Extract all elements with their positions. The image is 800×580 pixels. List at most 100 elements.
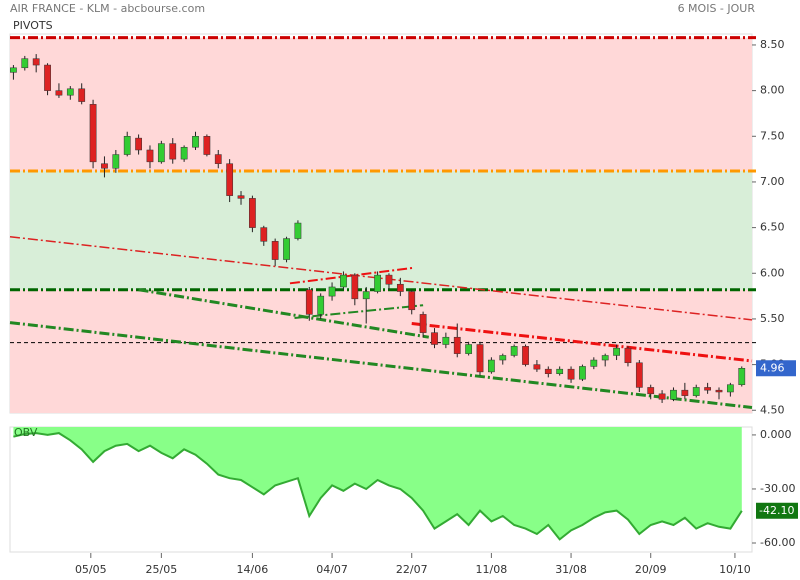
candle-body — [317, 295, 325, 315]
candle-body — [157, 143, 165, 163]
candle-body — [556, 368, 564, 374]
candle-body — [294, 222, 302, 239]
candle-body — [283, 238, 290, 260]
chart-title: AIR FRANCE - KLM - abcbourse.com — [10, 2, 205, 15]
trend-line — [294, 304, 424, 320]
candle-body — [567, 368, 575, 380]
x-tick-label: 31/08 — [555, 563, 587, 576]
candle-body — [237, 195, 245, 199]
plots: 8.508.007.507.006.506.005.505.004.504.96… — [9, 33, 798, 576]
trend-line — [9, 235, 753, 321]
candle-body — [44, 64, 51, 91]
candle-body — [635, 362, 643, 388]
obv-area — [13, 427, 742, 540]
candle-body — [419, 314, 427, 333]
candle-body — [601, 355, 609, 361]
candle-body — [260, 227, 268, 242]
candle-body — [408, 291, 416, 311]
candle-body — [613, 347, 620, 356]
y-tick-label: 0.000 — [760, 428, 792, 441]
y-tick-label: 5.50 — [760, 312, 785, 325]
candle-body — [442, 336, 450, 345]
candle-body — [271, 241, 279, 260]
candle-body — [146, 149, 154, 163]
candle-body — [396, 283, 404, 292]
x-tick-label: 14/06 — [237, 563, 269, 576]
candle-body — [670, 389, 677, 400]
y-tick-label: -30.00 — [760, 482, 795, 495]
candle-body — [180, 146, 188, 160]
candle-body — [624, 347, 632, 364]
candle-body — [510, 346, 518, 356]
trend-line — [138, 288, 430, 339]
candle-body — [715, 389, 723, 393]
candle-body — [579, 366, 586, 380]
candle-body — [123, 136, 131, 155]
candle-body — [101, 163, 108, 169]
candle-body — [681, 389, 689, 396]
candle-body — [692, 387, 700, 396]
last-price-label: 4.96 — [760, 361, 785, 374]
candle-body — [362, 291, 370, 300]
candle-body — [488, 359, 495, 373]
y-tick-label: 7.50 — [760, 129, 785, 142]
pivot-zone — [10, 170, 752, 290]
trend-line — [9, 321, 753, 410]
pivot-zone — [10, 37, 752, 171]
y-tick-label: 6.00 — [760, 266, 785, 279]
candle-body — [453, 336, 461, 354]
x-tick-label: 10/10 — [719, 563, 751, 576]
candle-body — [738, 368, 746, 385]
candle-body — [305, 289, 313, 315]
candle-body — [340, 274, 347, 288]
last-obv-label: -42.10 — [759, 504, 794, 517]
y-tick-label: -60.00 — [760, 536, 795, 549]
candle-body — [658, 393, 666, 400]
candle-body — [328, 286, 336, 297]
x-tick-label: 04/07 — [316, 563, 348, 576]
candle-body — [21, 58, 29, 69]
candle-body — [726, 384, 734, 393]
last-obv-box — [756, 502, 798, 519]
y-tick-label: 8.50 — [760, 38, 785, 51]
x-tick-label: 20/09 — [635, 563, 667, 576]
candle-body — [499, 355, 507, 361]
candle-body — [203, 136, 211, 155]
candle-body — [249, 198, 256, 228]
candle-body — [704, 387, 711, 391]
candle-body — [10, 67, 17, 73]
candle-body — [192, 136, 199, 148]
period: 6 MOIS - JOUR — [678, 2, 756, 15]
candle-body — [78, 88, 86, 102]
candle-body — [385, 274, 393, 285]
x-tick-label: 22/07 — [396, 563, 428, 576]
obv-title: OBV — [14, 426, 38, 439]
candle-body — [465, 344, 473, 354]
candle-body — [214, 154, 222, 164]
y-tick-label: 6.50 — [760, 221, 785, 234]
last-price-box — [756, 360, 796, 377]
candle-body — [55, 90, 63, 96]
candle-body — [590, 359, 598, 367]
candle-body — [374, 274, 381, 292]
candle-body — [32, 58, 40, 66]
candle-body — [66, 88, 74, 96]
x-tick-label: 05/05 — [75, 563, 107, 576]
candle-body — [522, 346, 529, 365]
candle-body — [112, 154, 120, 169]
candle-body — [169, 143, 177, 160]
y-tick-label: 7.00 — [760, 175, 785, 188]
candle-body — [544, 368, 552, 374]
candle-body — [226, 163, 234, 196]
candle-body — [476, 344, 484, 373]
legend: PIVOTS — [13, 19, 53, 32]
candle-body — [351, 274, 359, 300]
candle-body — [89, 104, 97, 163]
candle-body — [135, 137, 142, 151]
x-tick-label: 25/05 — [146, 563, 178, 576]
candle-body — [533, 364, 541, 370]
candle-body — [647, 387, 655, 395]
y-tick-label: 8.00 — [760, 84, 785, 97]
x-tick-label: 11/08 — [476, 563, 508, 576]
